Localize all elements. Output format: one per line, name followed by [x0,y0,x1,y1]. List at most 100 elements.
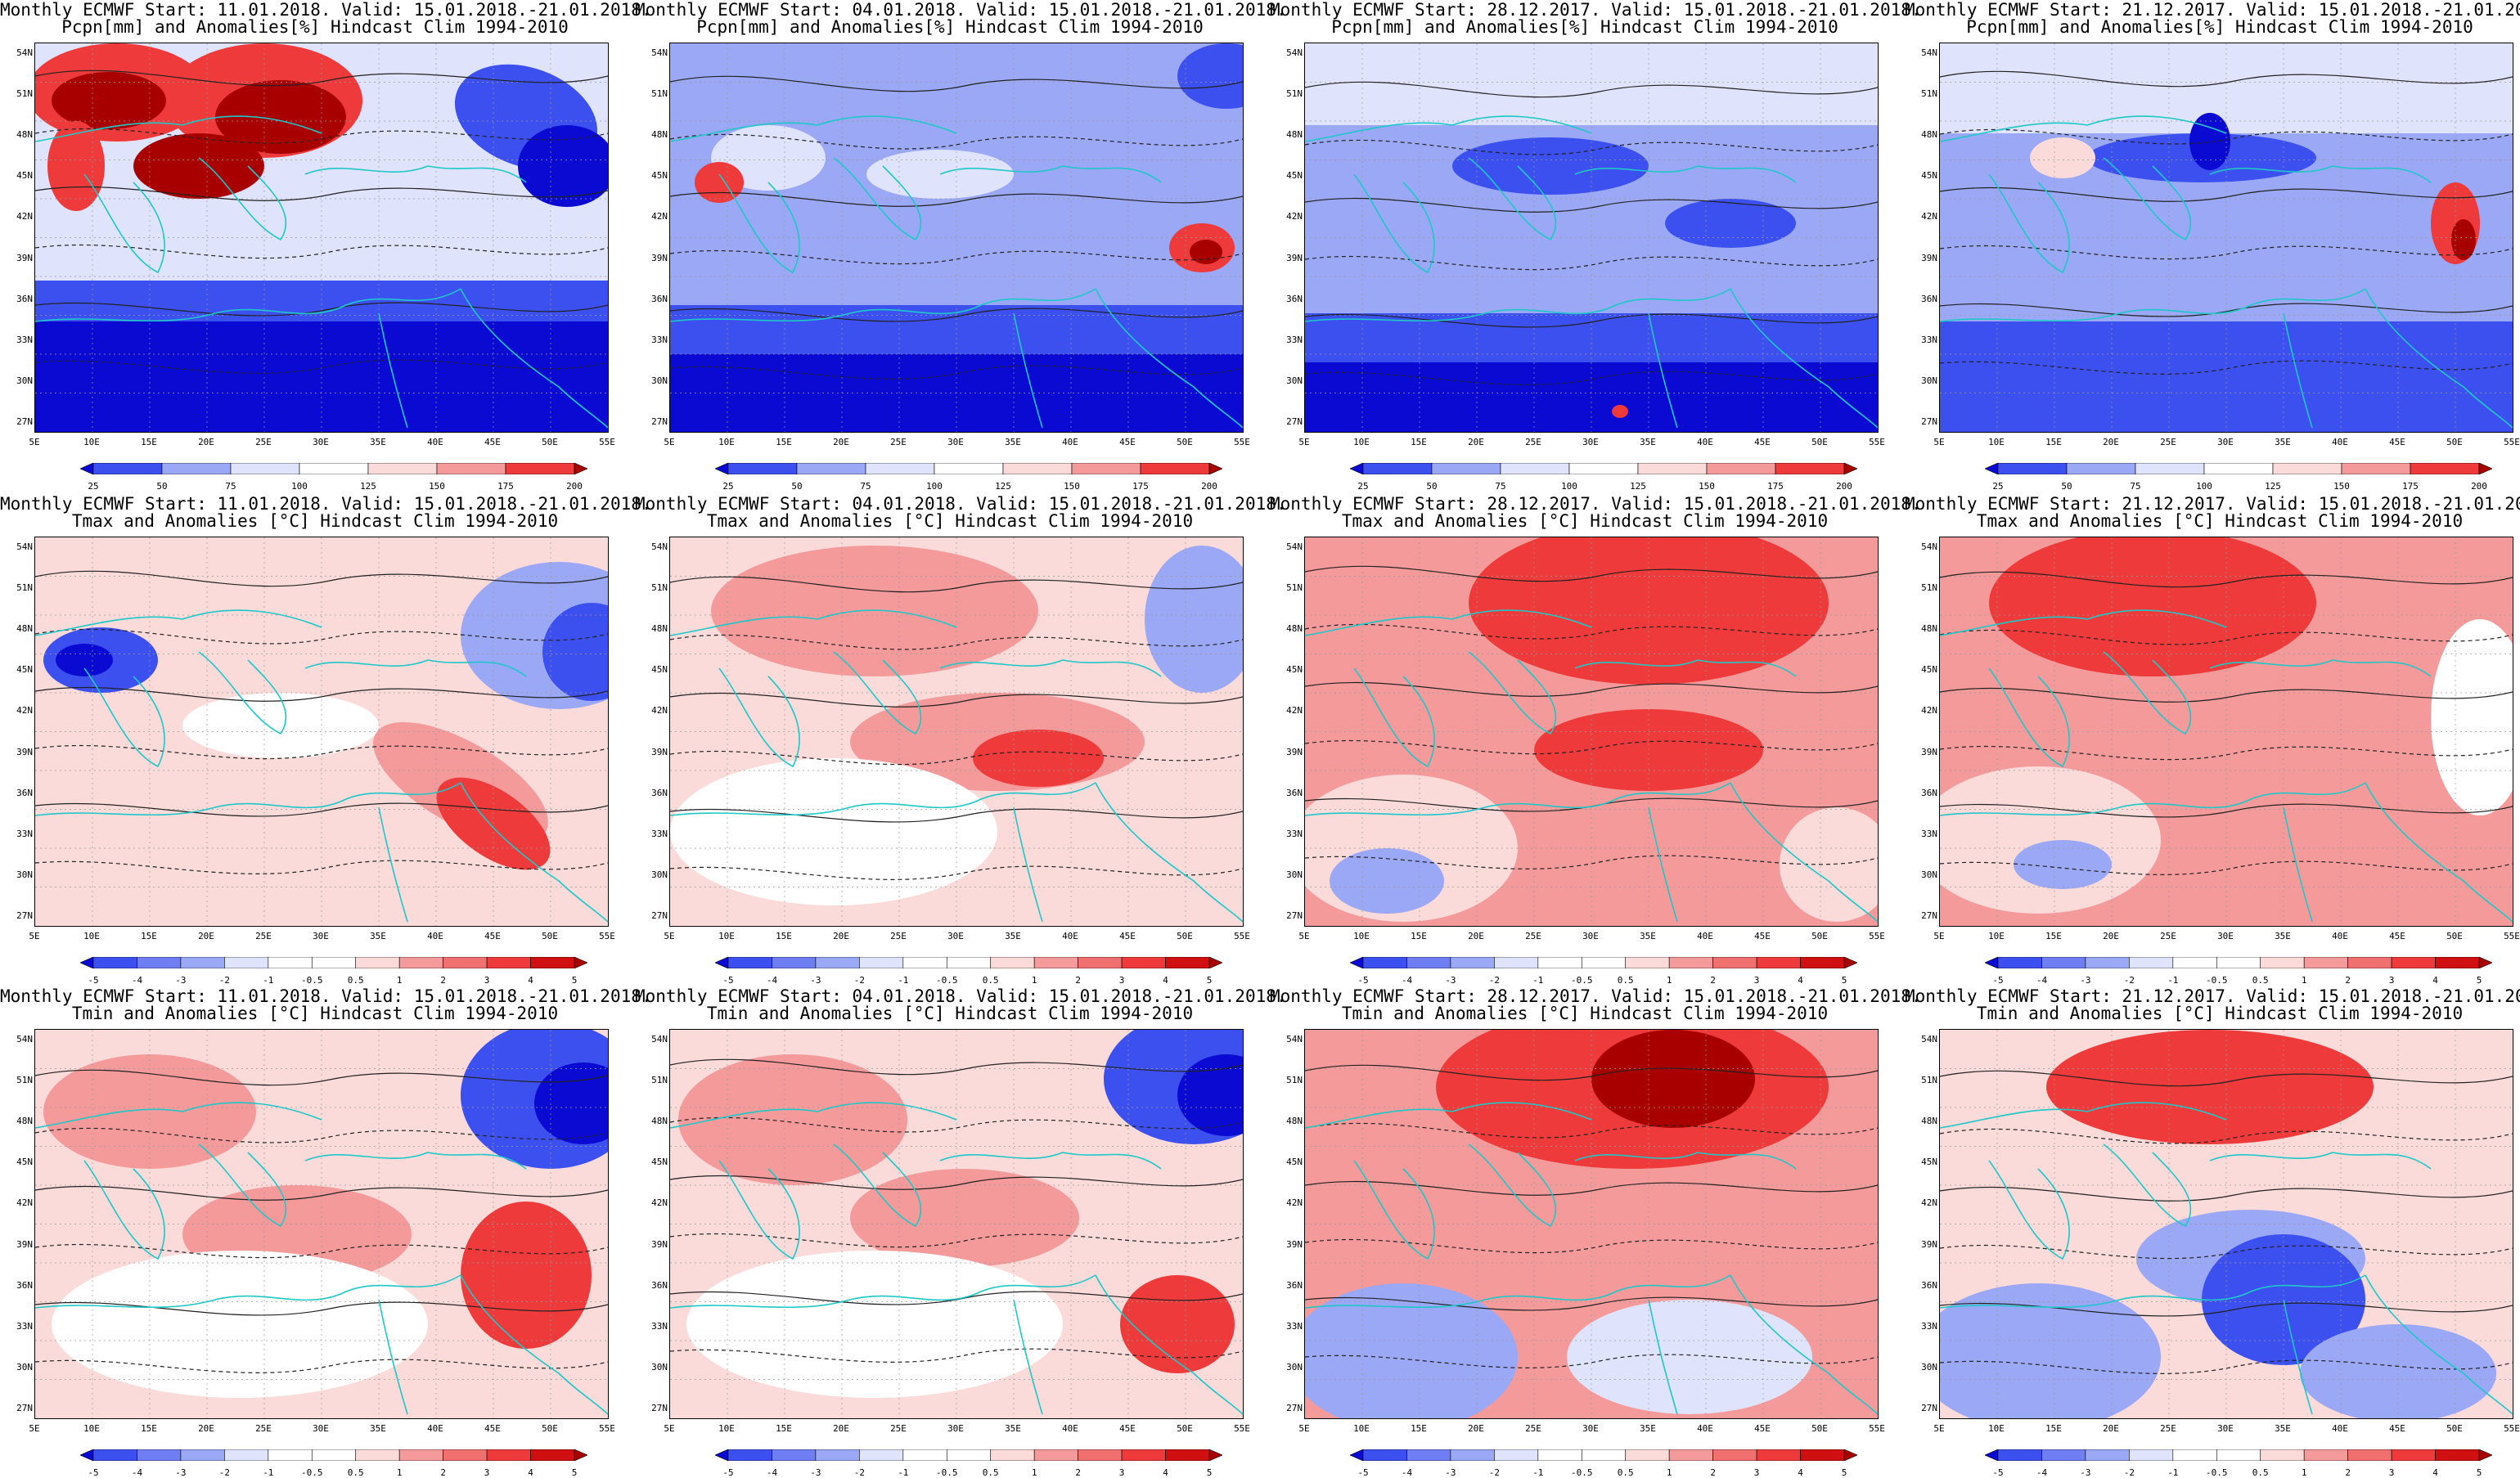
colorbar-tick-label: -2 [218,975,230,986]
longitude-label: 20E [198,931,214,941]
colorbar-max-arrow [1843,1449,1857,1461]
colorbar-tick-label: 0.5 [347,1467,364,1478]
longitude-label: 10E [83,1423,100,1434]
coastline [1730,1274,1878,1415]
latitude-label: 39N [1286,746,1303,757]
contour-line [670,191,1243,207]
longitude-label: 45E [1754,1423,1771,1434]
longitude-label: 5E [1933,1423,1945,1434]
coastline [378,806,408,923]
latitude-label: 36N [16,293,33,304]
longitude-label: 40E [1062,1423,1078,1434]
coastline [1013,806,1043,923]
colorbar-tick-label: 75 [225,481,236,492]
longitude-label: 20E [833,931,849,941]
latitude-label: 36N [1286,1279,1303,1291]
longitude-label: 55E [599,437,615,447]
colorbar-segment [436,463,506,474]
map-frame [34,43,609,433]
longitude-label: 5E [664,1423,675,1434]
latitude-label: 42N [1286,211,1303,222]
colorbar-segment [180,1449,225,1461]
contour-line [35,244,608,259]
colorbar-segment [1071,463,1141,474]
longitude-label: 5E [1298,931,1310,941]
longitude-label: 20E [2103,931,2119,941]
longitude-label: 25E [1525,931,1541,941]
longitude-label: 50E [2446,437,2463,447]
colorbar-segment [1494,1449,1539,1461]
panel-title-forecast-dates: Monthly ECMWF Start: 21.12.2017. Valid: … [1905,494,2520,514]
anomaly-region [1989,537,2316,676]
colorbar-segment [1140,463,1210,474]
colorbar-tick-label: 3 [1753,975,1760,986]
colorbar [1985,1449,2492,1461]
colorbar-segment [224,957,269,968]
colorbar-min-arrow [80,957,94,968]
colorbar-segment [1581,957,1627,968]
anomaly-map [1305,537,1878,926]
colorbar-tick-label: 150 [1699,481,1715,492]
anomaly-region [2014,840,2112,889]
anomaly-region [2161,709,2406,791]
colorbar-segment [1165,1449,1210,1461]
latitude-label: 42N [651,211,668,222]
coastline [1574,165,1797,183]
map-frame [1304,43,1879,433]
coastline [304,165,527,183]
colorbar-segment [1581,1449,1627,1461]
coastline [1353,667,1435,768]
colorbar-tick-label: -5 [1357,1467,1369,1478]
latitude-label: 30N [1921,1361,1937,1372]
panel-title-variable: Tmin and Anomalies [°C] Hindcast Clim 19… [706,1004,1194,1023]
colorbar-tick-label: -5 [722,975,734,986]
colorbar-segment [1775,463,1845,474]
colorbar-tick-label: 75 [1495,481,1506,492]
anomaly-region [711,546,1038,676]
contour-line [1305,1238,1878,1254]
longitude-label: 5E [29,437,40,447]
colorbar-tick-label: 1 [396,975,403,986]
latitude-label: 42N [16,211,33,222]
contour-line [1305,371,1878,385]
contour-line [1940,1244,2513,1260]
colorbar-segment [2303,1449,2348,1461]
latitude-label: 33N [1921,828,1937,839]
coastline [1095,1274,1243,1415]
longitude-label: 55E [599,1423,615,1434]
panel-title-forecast-dates: Monthly ECMWF Start: 04.01.2018. Valid: … [635,986,1287,1006]
colorbar-tick-label: -2 [218,1467,230,1478]
coastline [1940,782,2366,816]
coastline [1013,1299,1043,1415]
panel-title-variable: Tmax and Anomalies [°C] Hindcast Clim 19… [71,511,559,531]
contour-line [1305,1064,1878,1081]
longitude-label: 15E [2045,931,2062,941]
map-panel-p-r2c3: Monthly ECMWF Start: 28.12.2017. Valid: … [1270,494,1922,986]
coastline [35,609,322,636]
latitude-label: 30N [651,869,668,880]
anomaly-region [1567,1300,1812,1414]
longitude-label: 45E [1754,437,1771,447]
contour-line [35,359,608,374]
latitude-label: 51N [651,582,668,594]
colorbar-segment [92,1449,137,1461]
colorbar-segment [946,1449,992,1461]
longitude-label: 40E [427,1423,443,1434]
coastline [833,157,922,241]
colorbar-tick-label: 0.5 [982,1467,999,1478]
latitude-label: 33N [651,828,668,839]
latitude-label: 39N [1286,1238,1303,1250]
latitude-label: 27N [1286,910,1303,921]
latitude-label: 30N [1286,869,1303,880]
coastline [2103,157,2192,241]
colorbar-tick-label: 175 [2402,481,2419,492]
longitude-label: 5E [1933,437,1945,447]
longitude-label: 25E [255,931,272,941]
longitude-label: 15E [141,1423,157,1434]
colorbar-tick-label: 0.5 [1617,975,1634,986]
longitude-label: 10E [1988,1423,2005,1434]
colorbar-tick-label: 1 [2301,975,2307,986]
longitude-label: 15E [2045,437,2062,447]
longitude-label: 40E [1062,437,1078,447]
anomaly-region [2431,619,2513,815]
